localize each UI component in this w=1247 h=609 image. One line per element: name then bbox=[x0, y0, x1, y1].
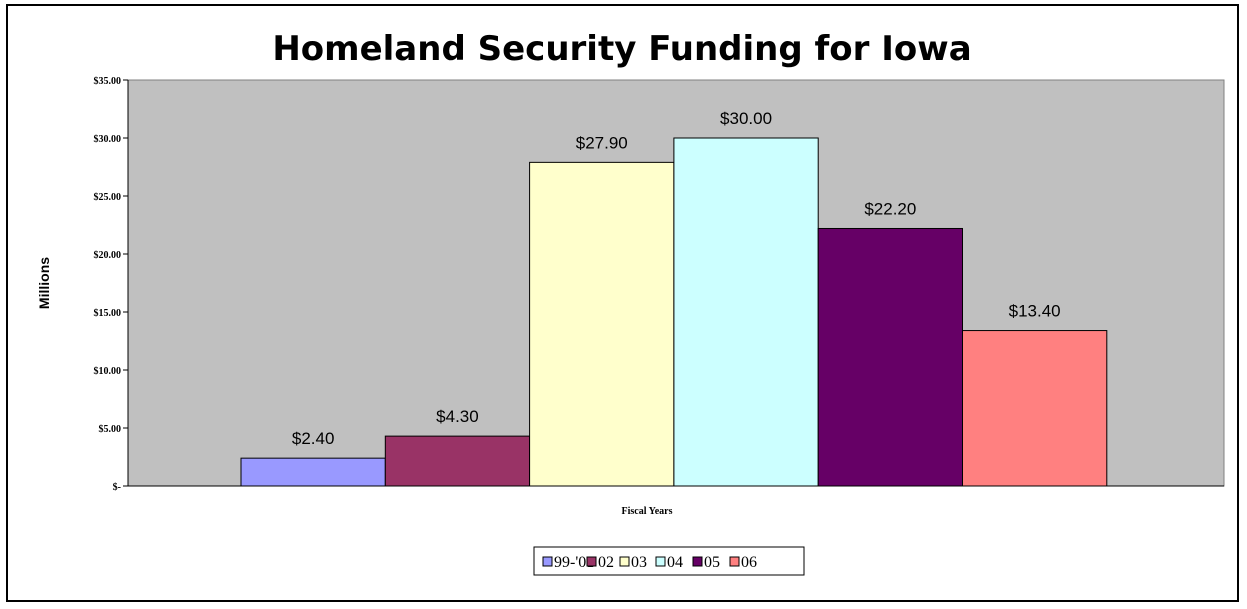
legend-label-2: 03 bbox=[631, 554, 647, 571]
x-axis-label: Fiscal Years bbox=[621, 506, 672, 517]
data-label-5: $13.40 bbox=[1009, 302, 1061, 321]
chart-frame: Homeland Security Funding for Iowa $- $5.… bbox=[6, 4, 1239, 602]
legend-label-1: 02 bbox=[598, 554, 614, 571]
y-tick-label: $35.00 bbox=[94, 76, 122, 87]
legend-swatch-2 bbox=[619, 556, 630, 567]
data-label-2: $27.90 bbox=[576, 133, 628, 152]
y-tick-label: $15.00 bbox=[94, 308, 122, 319]
data-labels-group: $2.40 $4.30 $27.90 $30.00 $22.20 $13.40 bbox=[292, 109, 1061, 448]
legend-box bbox=[533, 546, 805, 576]
bar-3 bbox=[673, 137, 819, 487]
legend: 99-'01 02 03 04 05 06 bbox=[533, 546, 805, 576]
legend-label-4: 05 bbox=[704, 554, 720, 571]
legend-swatch-0 bbox=[542, 556, 553, 567]
data-label-0: $2.40 bbox=[292, 429, 335, 448]
y-axis-ticks: $- $5.00 $10.00 $15.00 $20.00 $25.00 $30.00 $35… bbox=[94, 76, 128, 493]
legend-swatch-4 bbox=[692, 556, 703, 567]
y-tick-label: $30.00 bbox=[94, 134, 122, 145]
y-tick-label: $5.00 bbox=[99, 424, 122, 435]
y-axis-label: Millions bbox=[36, 257, 52, 309]
bar-2 bbox=[529, 161, 675, 487]
y-tick-label: $10.00 bbox=[94, 366, 122, 377]
legend-label-5: 06 bbox=[741, 554, 757, 571]
data-label-4: $22.20 bbox=[864, 199, 916, 218]
legend-swatch-3 bbox=[655, 556, 666, 567]
legend-swatch-5 bbox=[729, 556, 740, 567]
bar-5 bbox=[962, 330, 1108, 487]
legend-swatch-1 bbox=[586, 556, 597, 567]
data-label-1: $4.30 bbox=[436, 407, 479, 426]
legend-label-3: 04 bbox=[667, 554, 683, 571]
y-tick-label: $25.00 bbox=[94, 192, 122, 203]
data-label-3: $30.00 bbox=[720, 109, 772, 128]
bars-group bbox=[240, 137, 1108, 487]
y-tick-label: $20.00 bbox=[94, 250, 122, 261]
legend-label-0: 99-'01 bbox=[554, 554, 594, 571]
chart-title: Homeland Security Funding for Iowa bbox=[272, 29, 971, 69]
y-tick-label: $- bbox=[113, 482, 121, 493]
bar-chart: Homeland Security Funding for Iowa $- $5.… bbox=[36, 29, 1225, 576]
bar-0 bbox=[240, 457, 386, 487]
bar-4 bbox=[817, 227, 964, 487]
bar-1 bbox=[384, 435, 531, 487]
